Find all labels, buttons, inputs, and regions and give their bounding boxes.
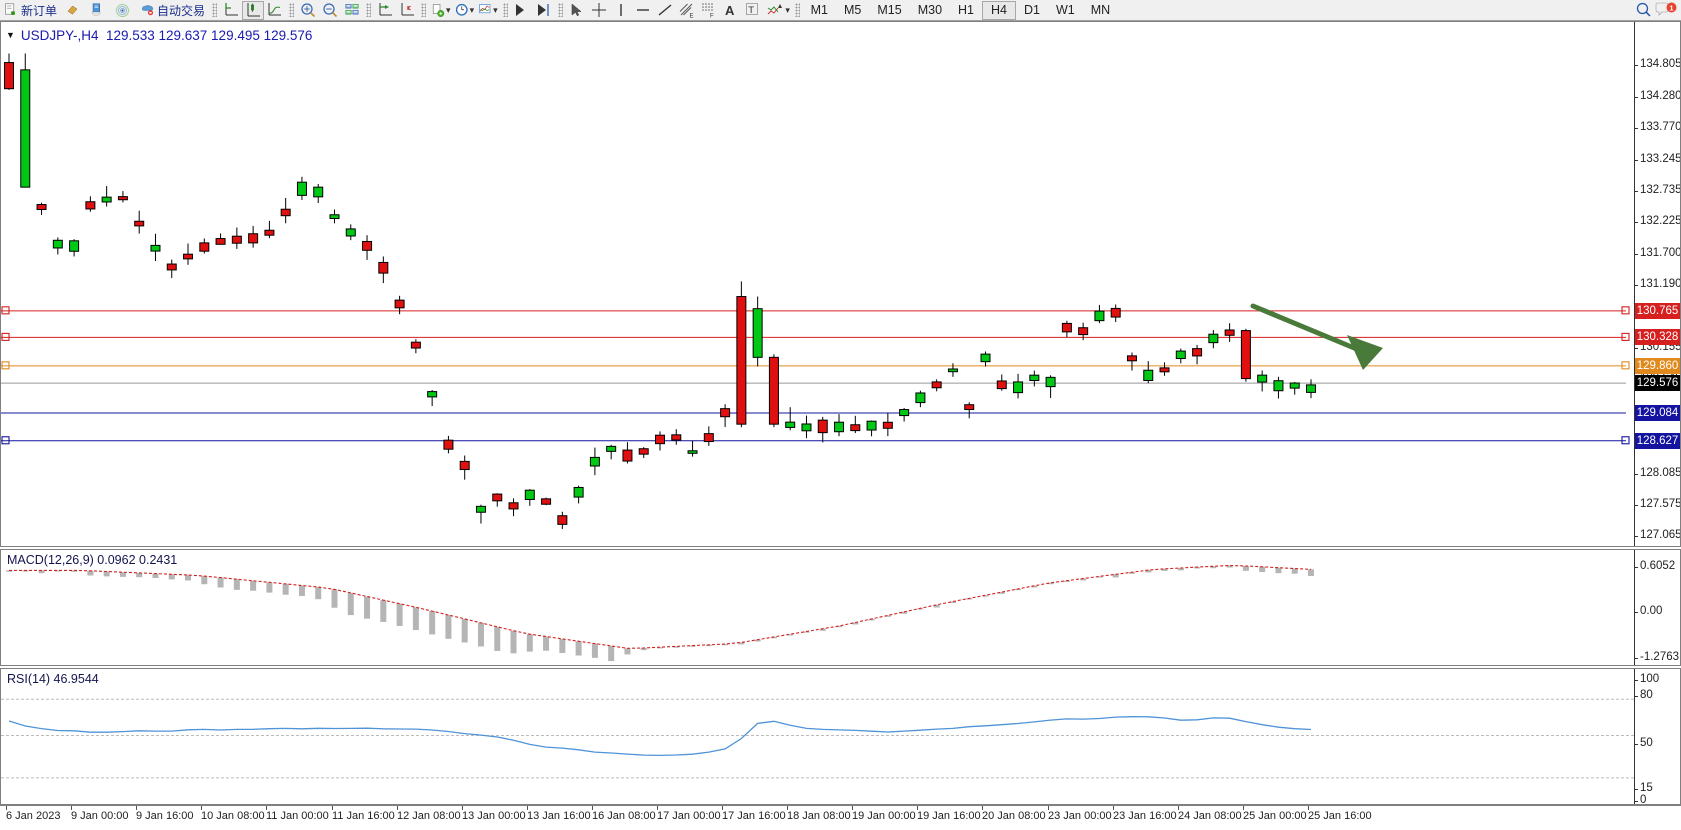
svg-text:A: A: [725, 3, 735, 18]
svg-text:1: 1: [1669, 4, 1673, 13]
svg-text:T: T: [748, 5, 754, 16]
svg-text:F: F: [710, 14, 714, 19]
svg-text:E: E: [689, 14, 693, 19]
